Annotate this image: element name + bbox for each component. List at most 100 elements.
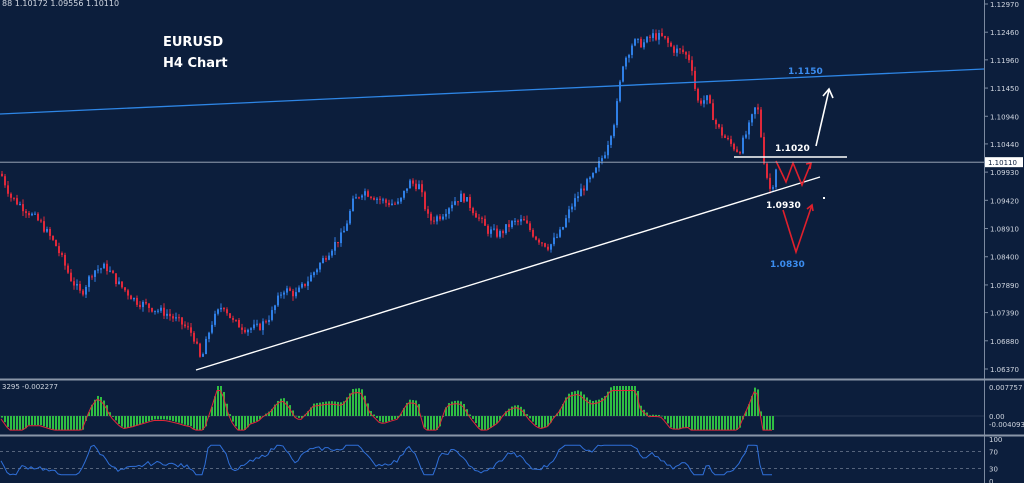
macd-panel: 0.007757 0.00-0.004093 xyxy=(0,384,1024,431)
candle-bearish xyxy=(367,191,369,197)
macd-histogram-bar xyxy=(76,416,78,430)
candle-bearish xyxy=(370,196,372,198)
macd-histogram-bar xyxy=(595,400,597,416)
candle-bearish xyxy=(649,36,651,38)
rsi-line xyxy=(0,444,772,476)
macd-histogram-bar xyxy=(727,416,729,430)
rsi-tick-label: 70 xyxy=(989,449,998,457)
candle-bullish xyxy=(19,204,21,206)
candle-bearish xyxy=(184,324,186,327)
candle-bullish xyxy=(493,228,495,230)
candle-bearish xyxy=(457,201,459,203)
macd-histogram-bar xyxy=(223,391,225,416)
candle-bullish xyxy=(643,42,645,48)
candle-bearish xyxy=(538,239,540,243)
macd-histogram-bar xyxy=(571,391,573,416)
candle-bearish xyxy=(52,235,54,240)
macd-histogram-bar xyxy=(118,416,120,424)
candle-bullish xyxy=(592,172,594,178)
candle-bullish xyxy=(559,229,561,237)
macd-histogram-bar xyxy=(7,416,9,427)
macd-signal-line xyxy=(0,390,772,431)
candle-bearish xyxy=(544,243,546,247)
candle-bearish xyxy=(169,313,171,317)
macd-histogram-bar xyxy=(754,387,756,416)
macd-histogram-bar xyxy=(358,388,360,416)
candle-bullish xyxy=(775,169,777,188)
macd-histogram-bar xyxy=(430,416,432,430)
macd-values-text: 3295 -0.002277 xyxy=(2,383,58,391)
candle-bearish xyxy=(7,185,9,194)
macd-histogram-bar xyxy=(511,406,513,416)
macd-histogram-bar xyxy=(136,416,138,426)
candle-bullish xyxy=(268,319,270,323)
macd-histogram-bar xyxy=(328,401,330,416)
candle-bearish xyxy=(688,54,690,61)
macd-histogram-bar xyxy=(472,416,474,419)
macd-histogram-bar xyxy=(13,416,15,430)
candle-bearish xyxy=(766,163,768,178)
macd-histogram-bar xyxy=(337,401,339,416)
candle-bullish xyxy=(76,284,78,286)
macd-histogram-bar xyxy=(748,404,750,416)
candle-bearish xyxy=(388,202,390,206)
candle-bullish xyxy=(94,270,96,277)
candle-bullish xyxy=(322,258,324,264)
y-tick-label: 1.06880 xyxy=(990,338,1019,346)
candle-bullish xyxy=(202,354,204,357)
macd-histogram-bar xyxy=(505,411,507,416)
candle-bullish xyxy=(391,203,393,206)
macd-histogram-bar xyxy=(88,412,90,416)
macd-histogram-bar xyxy=(175,416,177,422)
macd-histogram-bar xyxy=(256,416,258,422)
candle-bullish xyxy=(286,288,288,293)
rsi-panel: 100 70 30 0 xyxy=(0,436,1002,483)
macd-histogram-bar xyxy=(49,416,51,429)
macd-histogram-bar xyxy=(490,416,492,428)
candle-bullish xyxy=(745,134,747,138)
macd-histogram-bar xyxy=(451,401,453,416)
candle-bullish xyxy=(301,283,303,288)
candle-bearish xyxy=(358,197,360,199)
y-tick-label: 1.11450 xyxy=(990,85,1019,93)
macd-histogram-bar xyxy=(751,395,753,416)
macd-histogram-bar xyxy=(625,386,627,416)
macd-histogram-bar xyxy=(4,416,6,423)
candle-bearish xyxy=(259,323,261,331)
macd-histogram-bar xyxy=(187,416,189,426)
candle-bearish xyxy=(79,284,81,291)
macd-histogram-bar xyxy=(715,416,717,430)
candle-bullish xyxy=(616,101,618,126)
macd-tick-label: -0.004093 xyxy=(989,421,1024,429)
candle-bearish xyxy=(715,120,717,125)
candle-bearish xyxy=(70,272,72,282)
candle-bearish xyxy=(337,241,339,244)
macd-histogram-bar xyxy=(157,416,159,420)
candle-bearish xyxy=(700,100,702,104)
macd-histogram-bar xyxy=(415,400,417,416)
candle-bullish xyxy=(85,286,87,295)
macd-histogram-bar xyxy=(562,403,564,416)
candle-bullish xyxy=(625,57,627,67)
candle-bearish xyxy=(430,213,432,221)
macd-histogram-bar xyxy=(499,416,501,421)
candle-bullish xyxy=(397,201,399,204)
candle-bearish xyxy=(130,295,132,300)
candle-bearish xyxy=(463,193,465,202)
projection-zigzag xyxy=(775,160,812,188)
candle-bearish xyxy=(61,253,63,255)
candle-bearish xyxy=(523,219,525,221)
macd-histogram-bar xyxy=(517,405,519,416)
macd-histogram-bar xyxy=(496,416,498,424)
candle-bearish xyxy=(289,288,291,291)
candle-bearish xyxy=(424,192,426,210)
macd-histogram-bar xyxy=(457,400,459,416)
candle-bearish xyxy=(718,124,720,128)
macd-histogram-bar xyxy=(295,415,297,417)
candle-bearish xyxy=(373,197,375,200)
macd-histogram-bar xyxy=(589,399,591,416)
candle-bearish xyxy=(673,46,675,53)
candle-bullish xyxy=(652,33,654,38)
macd-histogram-bar xyxy=(559,409,561,416)
